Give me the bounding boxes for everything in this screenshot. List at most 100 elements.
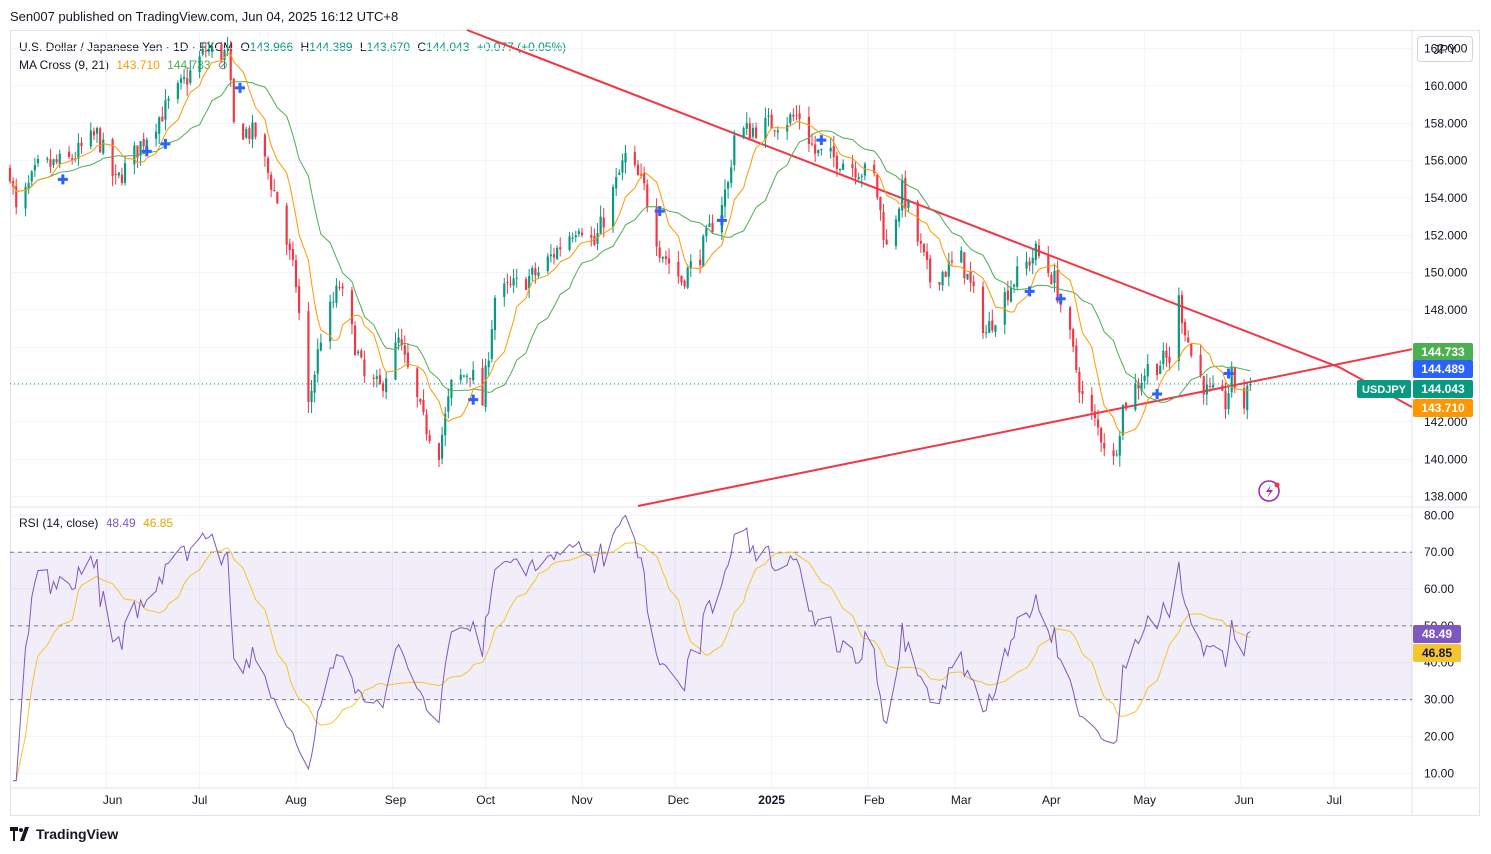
candle-body xyxy=(428,435,431,442)
ma-label[interactable]: MA Cross (9, 21) xyxy=(19,58,110,72)
candle-body xyxy=(963,252,966,279)
candle-body xyxy=(8,168,12,182)
candle-body xyxy=(92,131,96,136)
rsi-label-box xyxy=(1413,625,1461,643)
candle-body xyxy=(876,174,879,198)
candle-body xyxy=(136,145,139,158)
candle-body xyxy=(319,342,322,351)
candle-body xyxy=(929,258,932,283)
candle-body xyxy=(450,379,453,398)
candle-body xyxy=(176,83,179,100)
candle-body xyxy=(807,116,811,145)
hidden-eye-icon[interactable]: ⊘ xyxy=(217,58,228,72)
candle-body xyxy=(1233,367,1236,388)
candle-body xyxy=(857,177,860,180)
candle-body xyxy=(838,169,842,171)
candle-body xyxy=(764,117,767,140)
candle-body xyxy=(708,223,711,227)
candle-body xyxy=(117,172,120,176)
candle-body xyxy=(1140,382,1143,391)
time-tick-label: Aug xyxy=(285,793,306,807)
candle-body xyxy=(506,281,509,283)
candle-body xyxy=(885,239,888,245)
time-tick-label: 2025 xyxy=(758,793,785,807)
candle-body xyxy=(580,232,584,236)
ma-cross-marker xyxy=(160,138,171,149)
candle-body xyxy=(95,127,99,134)
candle-body xyxy=(829,147,832,152)
price-label-box xyxy=(1413,399,1473,417)
rsi-tick-label: 20.00 xyxy=(1424,729,1454,743)
candle-body xyxy=(985,332,988,334)
candle-body xyxy=(1121,404,1124,436)
time-tick-label: Feb xyxy=(864,793,885,807)
candle-body xyxy=(1009,287,1013,302)
symbol-title[interactable]: U.S. Dollar / Japanese Yen · 1D · FXCM xyxy=(19,40,234,54)
ma-cross-marker xyxy=(654,206,665,217)
candle-body xyxy=(792,114,795,117)
candle-body xyxy=(1208,385,1212,387)
candle-body xyxy=(593,236,596,245)
ma-fast-value: 143.710 xyxy=(116,58,160,72)
candle-body xyxy=(938,282,941,285)
candle-body xyxy=(835,155,838,169)
rsi-label[interactable]: RSI (14, close) xyxy=(19,516,99,530)
candle-body xyxy=(602,217,605,228)
candle-body xyxy=(294,260,298,288)
candle-body xyxy=(1093,411,1097,419)
candle-body xyxy=(27,182,30,189)
price-tick-label: 152.000 xyxy=(1424,228,1468,242)
candle-body xyxy=(686,267,689,288)
candle-body xyxy=(251,122,254,140)
candle-body xyxy=(145,139,148,148)
candle-body xyxy=(102,139,105,154)
currency-button[interactable]: JPY xyxy=(1417,36,1473,62)
candle-body xyxy=(335,285,338,303)
candle-body xyxy=(182,77,186,80)
candle-body xyxy=(357,351,360,354)
candle-body xyxy=(36,158,40,164)
candle-body xyxy=(798,113,801,120)
candle-body xyxy=(810,143,814,145)
candle-body xyxy=(1016,266,1019,287)
ma-cross-marker xyxy=(141,146,152,157)
candle-body xyxy=(552,254,556,258)
ma-cross-markers xyxy=(57,82,1234,405)
candle-body xyxy=(381,383,385,391)
candle-body xyxy=(372,377,375,380)
candle-body xyxy=(242,123,245,140)
candle-body xyxy=(189,70,192,83)
publisher-line: Sen007 published on TradingView.com, Jun… xyxy=(10,9,399,24)
candle-body xyxy=(1056,270,1059,302)
lightning-icon[interactable] xyxy=(1258,480,1280,502)
rsi-tick-label: 30.00 xyxy=(1424,693,1454,707)
tradingview-logo[interactable]: TradingView xyxy=(10,826,118,842)
candle-body xyxy=(1230,366,1233,393)
time-tick-label: Jul xyxy=(1327,793,1342,807)
candle-body xyxy=(114,174,117,176)
candle-body xyxy=(636,164,640,176)
candle-body xyxy=(574,235,577,238)
candle-body xyxy=(531,267,534,275)
candle-body xyxy=(481,367,484,406)
candle-body xyxy=(425,414,428,435)
candle-body xyxy=(633,152,636,166)
candle-body xyxy=(1072,329,1075,347)
price-label-text: 144.043 xyxy=(1421,382,1465,396)
candle-body xyxy=(571,237,574,239)
candle-body xyxy=(969,271,972,283)
candle-body xyxy=(618,172,621,175)
candle-body xyxy=(123,163,127,183)
candle-body xyxy=(1183,322,1187,336)
candle-body xyxy=(1190,344,1193,356)
ma-cross-marker xyxy=(716,215,727,226)
price-tick-label: 156.000 xyxy=(1424,154,1468,168)
candle-body xyxy=(689,261,692,269)
chart-frame xyxy=(10,30,1480,816)
candle-body xyxy=(350,290,354,324)
symbol-tag-text: USDJPY xyxy=(1362,384,1407,396)
candle-body xyxy=(155,131,158,139)
time-tick-label: May xyxy=(1133,793,1156,807)
candle-body xyxy=(1013,284,1016,287)
